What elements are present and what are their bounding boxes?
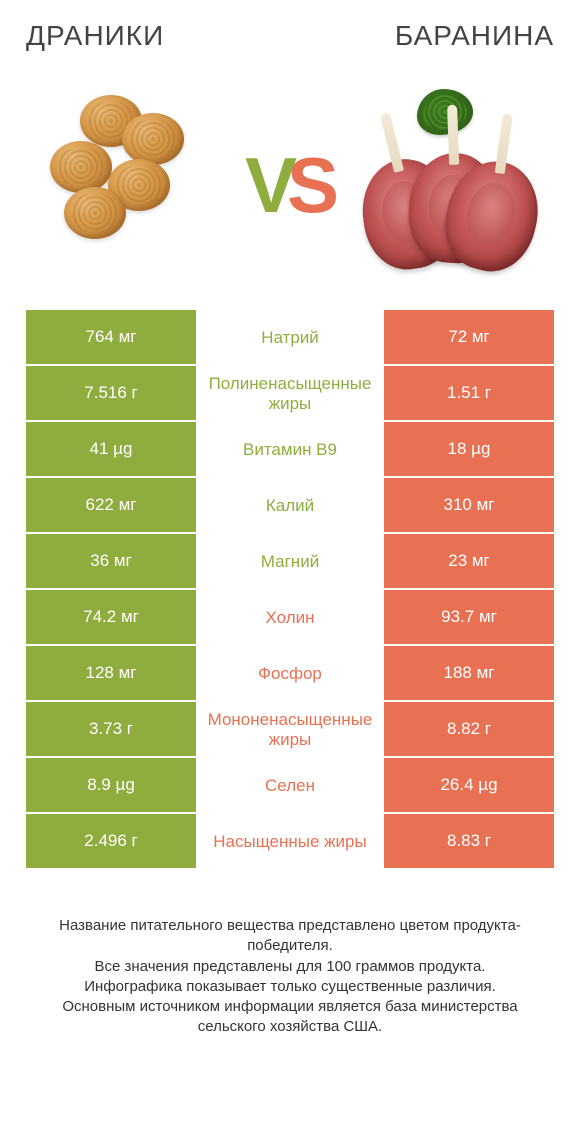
vs-v-char: V bbox=[245, 140, 293, 231]
table-row: 8.9 µgСелен26.4 µg bbox=[26, 758, 554, 814]
table-row: 764 мгНатрий72 мг bbox=[26, 310, 554, 366]
left-value-cell: 74.2 мг bbox=[26, 590, 196, 645]
table-row: 128 мгФосфор188 мг bbox=[26, 646, 554, 702]
left-value-cell: 36 мг bbox=[26, 534, 196, 589]
left-value-cell: 8.9 µg bbox=[26, 758, 196, 813]
left-value-cell: 41 µg bbox=[26, 422, 196, 477]
nutrient-label: Холин bbox=[196, 590, 384, 645]
right-product-image bbox=[335, 70, 554, 300]
table-row: 3.73 гМононенасыщенные жиры8.82 г bbox=[26, 702, 554, 758]
table-row: 7.516 гПолиненасыщенные жиры1.51 г bbox=[26, 366, 554, 422]
footer-line: Основным источником информации является … bbox=[36, 997, 544, 1038]
footer-line: Название питательного вещества представл… bbox=[36, 916, 544, 957]
left-value-cell: 622 мг bbox=[26, 478, 196, 533]
lamb-illustration bbox=[355, 95, 535, 275]
footer-line: Все значения представлены для 100 граммо… bbox=[36, 957, 544, 977]
pancake-icon bbox=[64, 187, 126, 239]
pancake-icon bbox=[122, 113, 184, 165]
vs-label: V S bbox=[245, 140, 335, 231]
left-product-image bbox=[26, 70, 245, 300]
table-row: 2.496 гНасыщенные жиры8.83 г bbox=[26, 814, 554, 870]
footer-line: Инфографика показывает только существенн… bbox=[36, 977, 544, 997]
parsley-garnish bbox=[417, 89, 473, 135]
right-value-cell: 26.4 µg bbox=[384, 758, 554, 813]
right-value-cell: 93.7 мг bbox=[384, 590, 554, 645]
nutrient-label: Полиненасыщенные жиры bbox=[196, 366, 384, 421]
nutrient-label: Фосфор bbox=[196, 646, 384, 701]
right-product-title: БАРАНИНА bbox=[395, 20, 554, 52]
right-value-cell: 1.51 г bbox=[384, 366, 554, 421]
left-product-title: ДРАНИКИ bbox=[26, 20, 164, 52]
pancake-illustration bbox=[50, 95, 220, 275]
right-value-cell: 72 мг bbox=[384, 310, 554, 365]
right-value-cell: 188 мг bbox=[384, 646, 554, 701]
right-value-cell: 18 µg bbox=[384, 422, 554, 477]
left-value-cell: 2.496 г bbox=[26, 814, 196, 869]
nutrient-table: 764 мгНатрий72 мг7.516 гПолиненасыщенные… bbox=[26, 310, 554, 870]
nutrient-label: Калий bbox=[196, 478, 384, 533]
nutrient-label: Магний bbox=[196, 534, 384, 589]
left-value-cell: 128 мг bbox=[26, 646, 196, 701]
pancake-icon bbox=[50, 141, 112, 193]
title-row: ДРАНИКИ БАРАНИНА bbox=[26, 20, 554, 52]
nutrient-label: Насыщенные жиры bbox=[196, 814, 384, 869]
vs-s-char: S bbox=[287, 140, 335, 231]
left-value-cell: 764 мг bbox=[26, 310, 196, 365]
nutrient-label: Витамин B9 bbox=[196, 422, 384, 477]
nutrient-label: Натрий bbox=[196, 310, 384, 365]
table-row: 74.2 мгХолин93.7 мг bbox=[26, 590, 554, 646]
right-value-cell: 23 мг bbox=[384, 534, 554, 589]
infographic-container: ДРАНИКИ БАРАНИНА V S 764 мгНатрий72 мг7.… bbox=[0, 0, 580, 1048]
left-value-cell: 7.516 г bbox=[26, 366, 196, 421]
table-row: 41 µgВитамин B918 µg bbox=[26, 422, 554, 478]
right-value-cell: 310 мг bbox=[384, 478, 554, 533]
nutrient-label: Мононенасыщенные жиры bbox=[196, 702, 384, 757]
left-value-cell: 3.73 г bbox=[26, 702, 196, 757]
table-row: 622 мгКалий310 мг bbox=[26, 478, 554, 534]
footer-notes: Название питательного вещества представл… bbox=[26, 916, 554, 1038]
table-row: 36 мгМагний23 мг bbox=[26, 534, 554, 590]
right-value-cell: 8.82 г bbox=[384, 702, 554, 757]
hero-row: V S bbox=[26, 70, 554, 300]
nutrient-label: Селен bbox=[196, 758, 384, 813]
right-value-cell: 8.83 г bbox=[384, 814, 554, 869]
